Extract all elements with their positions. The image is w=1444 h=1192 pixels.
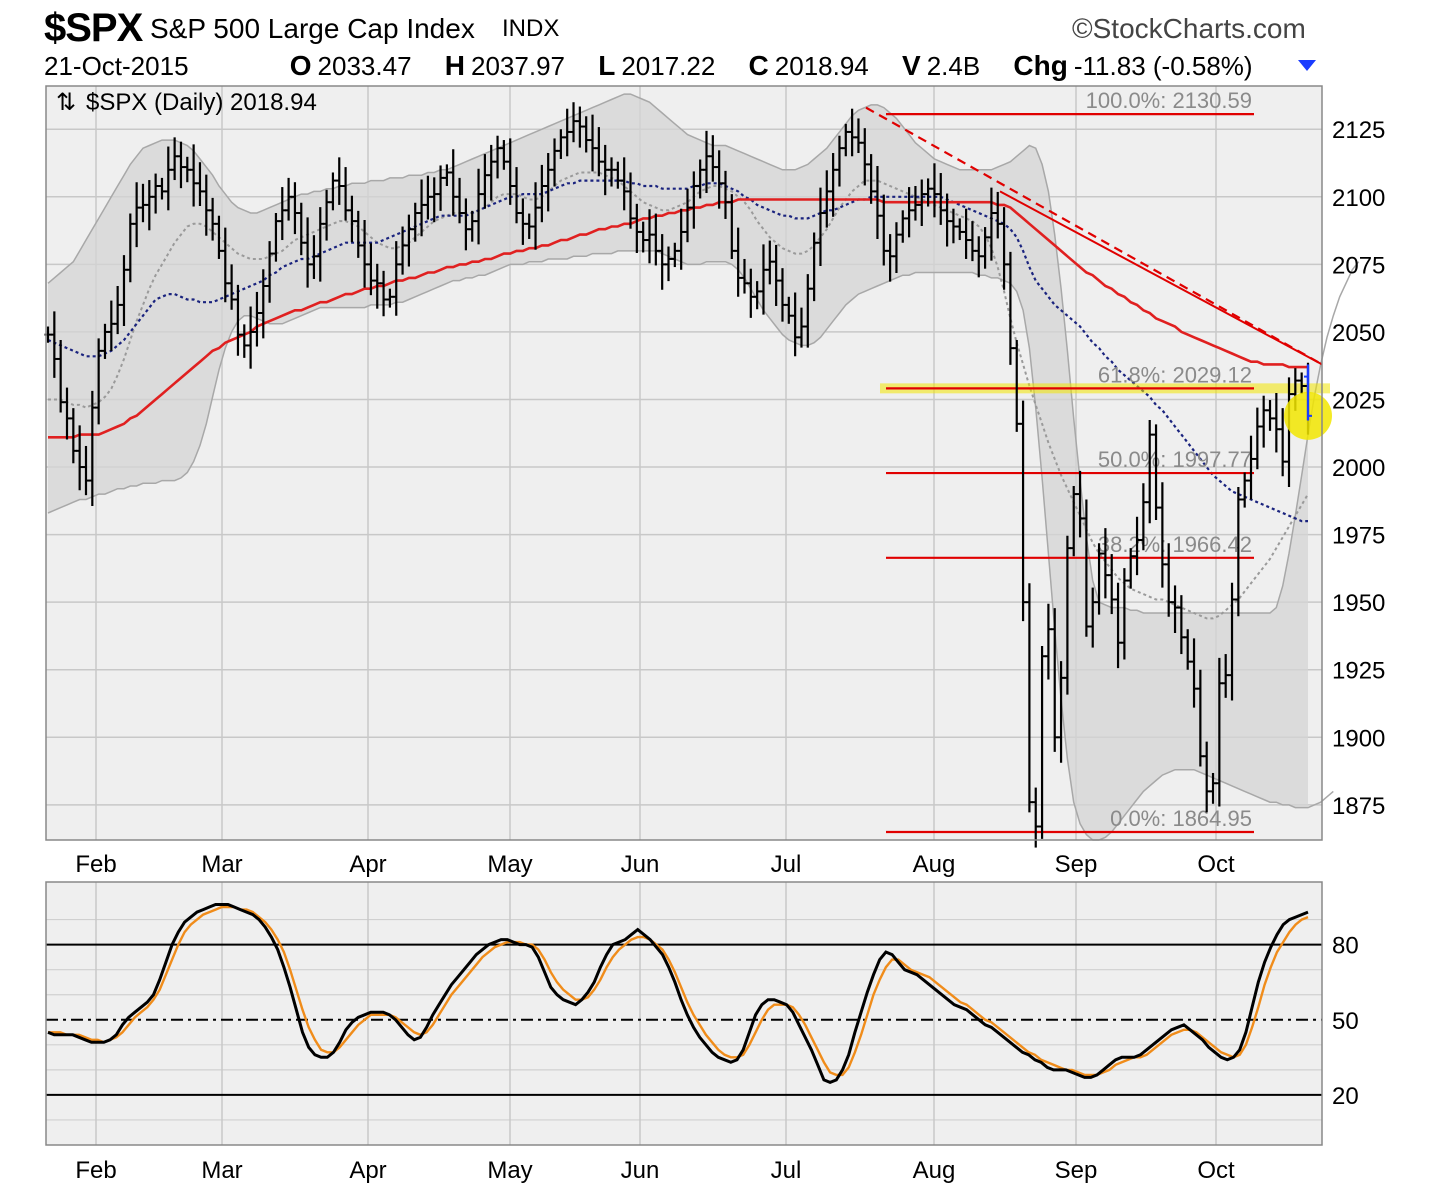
stoch-x-label-0: Feb — [75, 1157, 116, 1184]
stoch-y-tick-2: 20 — [1332, 1083, 1359, 1110]
price-x-label-7: Sep — [1055, 851, 1098, 878]
price-x-label-4: Jun — [621, 851, 660, 878]
stoch-k-line — [47, 903, 1309, 1085]
ohlc-bars — [44, 102, 1312, 848]
quote-open-key: O — [289, 50, 312, 81]
price-x-label-5: Jul — [771, 851, 802, 878]
price-panel-title: $SPX (Daily) 2018.94 — [86, 89, 317, 116]
price-y-tick-2: 2075 — [1332, 252, 1385, 279]
stoch-y-tick-1: 50 — [1332, 1008, 1359, 1035]
symbol-title: $SPX — [44, 6, 143, 50]
price-y-tick-3: 2050 — [1332, 320, 1385, 347]
price-x-label-3: May — [487, 851, 532, 878]
bollinger-upper-line — [47, 93, 1360, 614]
price-y-tick-7: 1950 — [1332, 590, 1385, 617]
price-y-tick-5: 2000 — [1332, 455, 1385, 482]
price-x-label-2: Apr — [349, 851, 386, 878]
brand-watermark: ©StockCharts.com — [1072, 13, 1306, 44]
chart-header: $SPX S&P 500 Large Cap Index INDX ©Stock… — [0, 0, 1444, 84]
quote-close-key: C — [748, 50, 769, 81]
stoch-x-label-6: Aug — [913, 1157, 956, 1184]
price-x-label-6: Aug — [913, 851, 956, 878]
quote-change-value: -11.83 (-0.58%) — [1073, 51, 1253, 81]
price-y-tick-1: 2100 — [1332, 185, 1385, 212]
stoch-y-tick-0: 80 — [1332, 933, 1359, 960]
stoch-x-label-3: May — [487, 1157, 532, 1184]
price-y-tick-0: 2125 — [1332, 117, 1385, 144]
quote-high-key: H — [444, 50, 465, 81]
resistance-trendline — [865, 106, 1323, 366]
stoch-x-label-2: Apr — [349, 1157, 386, 1184]
quote-volume-value: 2.4B — [926, 51, 981, 81]
quote-close-value: 2018.94 — [774, 51, 869, 81]
price-panel-frame — [45, 85, 1323, 841]
stoch-x-label-7: Sep — [1055, 1157, 1098, 1184]
stoch-x-label-4: Jun — [621, 1157, 660, 1184]
quote-volume-key: V — [902, 50, 921, 81]
price-y-tick-9: 1900 — [1332, 725, 1385, 752]
quote-high-value: 2037.97 — [471, 51, 565, 81]
quote-date: 21-Oct-2015 — [44, 51, 189, 81]
bars-type-icon: ⇅ — [56, 89, 76, 116]
stoch-panel-frame — [45, 881, 1323, 1146]
trendline-solid — [999, 190, 1323, 366]
price-y-tick-6: 1975 — [1332, 523, 1385, 550]
quote-change-key: Chg — [1013, 50, 1068, 81]
index-name: S&P 500 Large Cap Index — [150, 13, 475, 44]
price-y-tick-4: 2025 — [1332, 387, 1385, 414]
stoch-x-label-5: Jul — [771, 1157, 802, 1184]
price-x-label-1: Mar — [201, 851, 242, 878]
bollinger-band-fill — [48, 94, 1308, 841]
quote-open-value: 2033.47 — [317, 51, 412, 81]
stoch-panel-bg — [46, 882, 1322, 1145]
quote-row: 21-Oct-2015 O 2033.47 H 2037.97 L 2017.22 C… — [44, 50, 1253, 82]
quote-low-key: L — [598, 50, 616, 81]
change-down-arrow-icon — [1298, 60, 1316, 71]
fib-label-0: 100.0%: 2130.59 — [1086, 88, 1252, 113]
price-x-label-8: Oct — [1197, 851, 1235, 878]
fib-label-3: 38.2%: 1966.42 — [1098, 532, 1252, 557]
fib-label-4: 0.0%: 1864.95 — [1110, 806, 1252, 831]
price-y-tick-8: 1925 — [1332, 658, 1385, 685]
price-x-label-0: Feb — [75, 851, 116, 878]
stoch-x-label-1: Mar — [201, 1157, 242, 1184]
exchange-label: INDX — [502, 15, 560, 42]
price-y-tick-10: 1875 — [1332, 793, 1385, 820]
fib-label-2: 50.0%: 1997.77 — [1098, 447, 1252, 472]
quote-low-value: 2017.22 — [621, 51, 716, 81]
fib-label-1: 61.8%: 2029.12 — [1098, 362, 1252, 387]
stoch-x-label-8: Oct — [1197, 1157, 1235, 1184]
